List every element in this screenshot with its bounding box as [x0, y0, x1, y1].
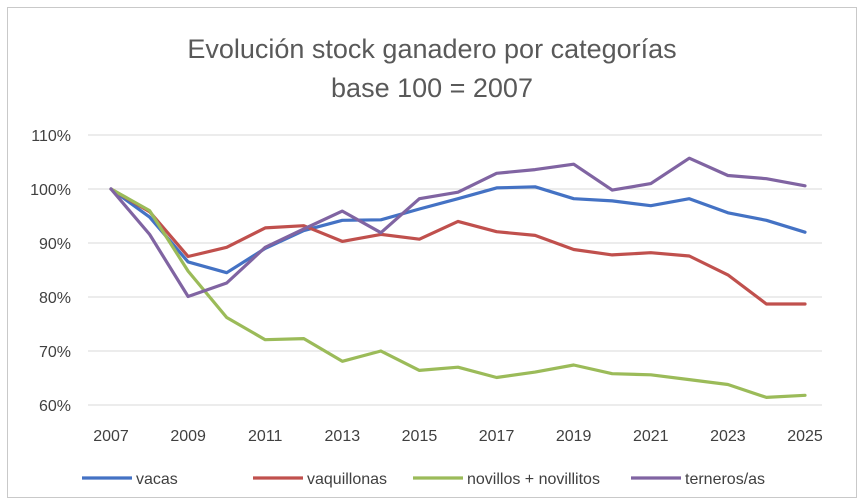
y-tick-label: 110%: [31, 128, 71, 145]
x-tick-label: 2007: [93, 428, 129, 445]
series-line-4: [109, 156, 807, 299]
x-tick-label: 2015: [402, 428, 438, 445]
series-line-2: [109, 187, 807, 306]
gridlines: [88, 134, 822, 406]
y-tick-label: 100%: [30, 182, 71, 199]
x-tick-label: 2013: [325, 428, 361, 445]
series-line-3: [109, 187, 807, 399]
chart-title-line-2: base 100 = 2007: [331, 73, 533, 103]
y-tick-label: 80%: [39, 290, 71, 307]
x-tick-label: 2023: [710, 428, 746, 445]
x-tick-label: 2017: [479, 428, 515, 445]
legend-label: novillos + novillitos: [467, 471, 600, 488]
x-tick-label: 2021: [633, 428, 669, 445]
chart-frame: [7, 7, 857, 498]
series-line-1: [109, 185, 807, 275]
x-tick-label: 2019: [556, 428, 592, 445]
x-axis-tick-labels: 2007 2009 2011 2013 2015 2017 2019 2021 2023 2025: [93, 428, 823, 445]
chart-title-line-1: Evolución stock ganadero por categorías: [187, 34, 676, 64]
x-tick-label: 2025: [787, 428, 823, 445]
y-tick-label: 70%: [39, 344, 71, 361]
y-tick-label: 90%: [39, 236, 71, 253]
series-lines: [109, 156, 807, 399]
y-tick-label: 60%: [39, 398, 71, 415]
x-tick-label: 2011: [248, 428, 283, 445]
legend-label: terneros/as: [685, 471, 765, 488]
y-axis-tick-labels: 60% 70% 80% 90% 100% 110%: [30, 128, 71, 415]
legend: vacas vaquillonas novillos + novillitos ter…: [82, 471, 765, 488]
x-tick-label: 2009: [170, 428, 206, 445]
legend-label: vacas: [136, 471, 178, 488]
legend-label: vaquillonas: [307, 471, 387, 488]
